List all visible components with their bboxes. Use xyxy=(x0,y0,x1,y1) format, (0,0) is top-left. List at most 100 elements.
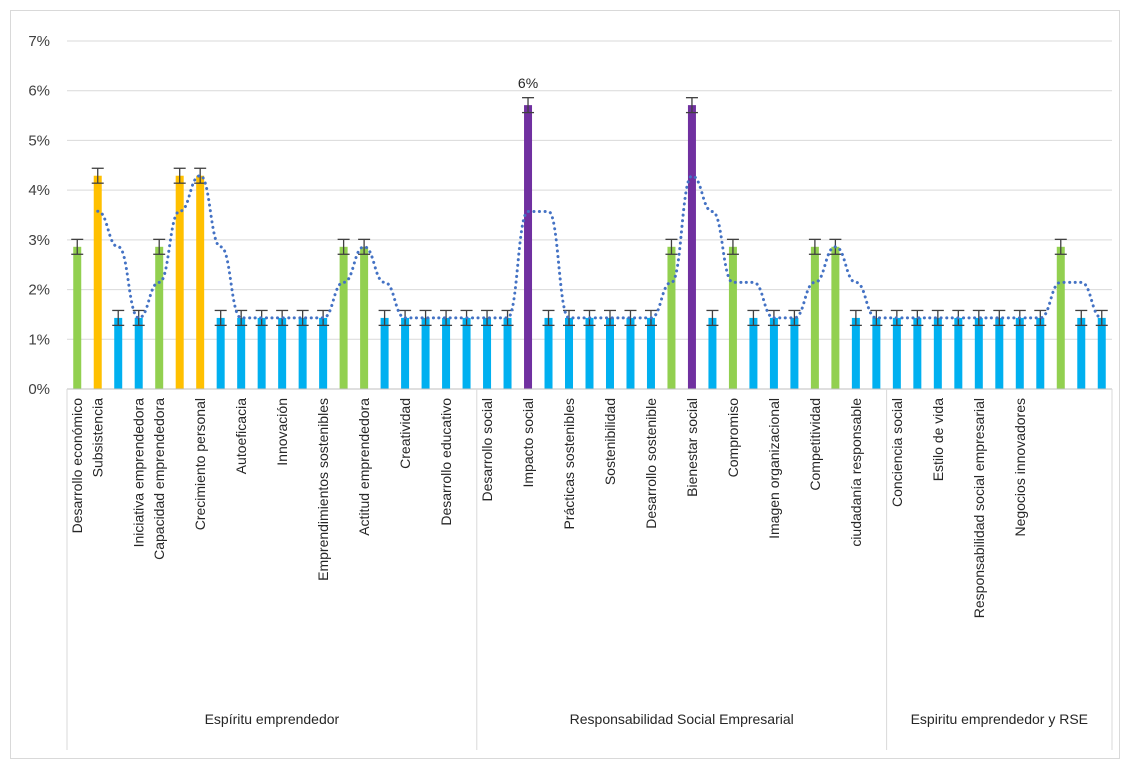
y-tick-label: 0% xyxy=(28,381,50,398)
bar xyxy=(257,317,266,389)
bar xyxy=(462,317,471,389)
error-bar xyxy=(419,309,432,327)
bar xyxy=(216,317,225,389)
error-bar xyxy=(911,309,924,327)
error-bar xyxy=(112,309,125,327)
bar xyxy=(360,246,369,389)
bar xyxy=(667,246,676,389)
category-label: Estilo de vida xyxy=(930,398,946,481)
bar xyxy=(73,246,82,389)
error-bar xyxy=(153,238,166,255)
error-bar xyxy=(358,238,371,255)
error-bar xyxy=(481,309,494,327)
error-bar xyxy=(173,167,186,184)
bar xyxy=(585,317,594,389)
bar xyxy=(708,317,717,389)
error-bar xyxy=(91,167,104,184)
bar xyxy=(646,317,655,389)
bar xyxy=(196,175,205,389)
y-tick-label: 5% xyxy=(28,132,50,149)
bar xyxy=(687,105,696,389)
bar xyxy=(1077,317,1086,389)
category-label: Iniciativa emprendedora xyxy=(131,398,147,548)
bars xyxy=(73,105,1106,389)
error-bar xyxy=(665,238,678,255)
error-bar xyxy=(235,309,248,327)
error-bar xyxy=(706,309,719,327)
bar xyxy=(1097,317,1106,389)
group-labels: Espíritu emprendedor Responsabilidad Soci… xyxy=(205,711,1088,727)
category-label: Sostenibilidad xyxy=(602,398,618,485)
bar xyxy=(339,246,348,389)
category-label: Negocios innovadores xyxy=(1012,398,1028,537)
bar xyxy=(544,317,553,389)
bar xyxy=(524,105,533,389)
y-tick-label: 4% xyxy=(28,182,50,199)
error-bar xyxy=(685,97,698,114)
bar xyxy=(401,317,410,389)
bar xyxy=(380,317,389,389)
y-tick-label: 1% xyxy=(28,331,50,348)
bar xyxy=(749,317,758,389)
error-bar xyxy=(603,309,616,327)
bar xyxy=(790,317,799,389)
error-bar xyxy=(1034,309,1047,327)
bar xyxy=(851,317,860,389)
error-bar xyxy=(747,309,760,327)
bar xyxy=(134,317,143,389)
category-label: Desarrollo económico xyxy=(69,398,85,534)
error-bar xyxy=(808,238,821,255)
category-label: Compromiso xyxy=(725,398,741,478)
category-label: Conciencia social xyxy=(889,398,905,507)
bar xyxy=(933,317,942,389)
x-axis xyxy=(66,388,1113,750)
bar xyxy=(1036,317,1045,389)
bar xyxy=(114,317,123,389)
bar xyxy=(810,246,819,389)
bar xyxy=(483,317,492,389)
error-bar xyxy=(849,309,862,327)
category-label: Impacto social xyxy=(520,398,536,487)
y-tick-label: 7% xyxy=(28,33,50,50)
category-labels: Desarrollo económico Subsistencia Iniciati… xyxy=(69,398,1028,618)
category-label: Capacidad emprendedora xyxy=(151,398,167,560)
category-label: Desarrollo sostenible xyxy=(643,398,659,529)
data-labels: 6% xyxy=(518,75,538,91)
bar xyxy=(237,317,246,389)
bar xyxy=(769,317,778,389)
bar xyxy=(728,246,737,389)
error-bar xyxy=(726,238,739,255)
bar xyxy=(319,317,328,389)
error-bar xyxy=(296,309,309,327)
y-tick-label: 6% xyxy=(28,83,50,100)
bar xyxy=(872,317,881,389)
category-label: Desarrollo social xyxy=(479,398,495,501)
group-label: Espíritu emprendedor xyxy=(205,711,340,727)
category-label: Actitud emprendedora xyxy=(356,398,372,536)
category-label: Emprendimientos sostenibles xyxy=(315,398,331,581)
bar xyxy=(913,317,922,389)
error-bar xyxy=(1054,238,1067,255)
bar xyxy=(831,246,840,389)
gridlines xyxy=(67,40,1112,340)
category-label: Prácticas sostenibles xyxy=(561,398,577,530)
category-label: ciudadanía responsable xyxy=(848,398,864,547)
error-bar xyxy=(378,309,391,327)
bar xyxy=(175,175,184,389)
bar xyxy=(503,317,512,389)
bar xyxy=(1015,317,1024,389)
bar xyxy=(974,317,983,389)
category-label: Creatividad xyxy=(397,398,413,469)
group-label: Responsabilidad Social Empresarial xyxy=(570,711,794,727)
bar xyxy=(442,317,451,389)
category-label: Responsabilidad social empresarial xyxy=(971,398,987,618)
error-bar xyxy=(71,238,84,255)
bar xyxy=(155,246,164,389)
bar xyxy=(278,317,287,389)
y-tick-label: 3% xyxy=(28,232,50,249)
bar xyxy=(626,317,635,389)
bar xyxy=(605,317,614,389)
error-bar xyxy=(1095,309,1108,327)
category-label: Desarrollo educativo xyxy=(438,398,454,526)
